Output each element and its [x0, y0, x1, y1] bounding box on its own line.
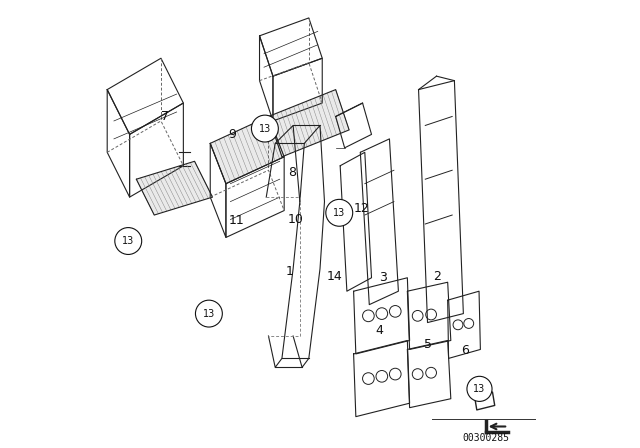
- Text: 13: 13: [474, 384, 486, 394]
- Circle shape: [115, 228, 141, 254]
- Text: 00300285: 00300285: [462, 433, 509, 443]
- Text: 9: 9: [228, 128, 237, 141]
- Text: 11: 11: [228, 214, 244, 227]
- Circle shape: [195, 300, 222, 327]
- Text: 13: 13: [333, 208, 346, 218]
- Text: 8: 8: [288, 166, 296, 179]
- Polygon shape: [136, 161, 212, 215]
- Text: 13: 13: [471, 383, 487, 396]
- Polygon shape: [269, 90, 349, 157]
- Text: 10: 10: [287, 213, 303, 226]
- Text: 6: 6: [461, 344, 468, 357]
- Polygon shape: [210, 116, 284, 184]
- Text: 1: 1: [285, 265, 294, 279]
- Text: 2: 2: [433, 270, 442, 284]
- Circle shape: [326, 199, 353, 226]
- Text: 7: 7: [161, 110, 170, 123]
- Text: 5: 5: [424, 337, 431, 351]
- Text: 13: 13: [122, 236, 134, 246]
- Text: 4: 4: [375, 324, 383, 337]
- Circle shape: [252, 115, 278, 142]
- Text: 3: 3: [380, 271, 387, 284]
- Text: 13: 13: [203, 309, 215, 319]
- Text: 14: 14: [327, 270, 342, 284]
- Text: 12: 12: [354, 202, 369, 215]
- Text: 13: 13: [259, 124, 271, 134]
- Circle shape: [467, 376, 492, 401]
